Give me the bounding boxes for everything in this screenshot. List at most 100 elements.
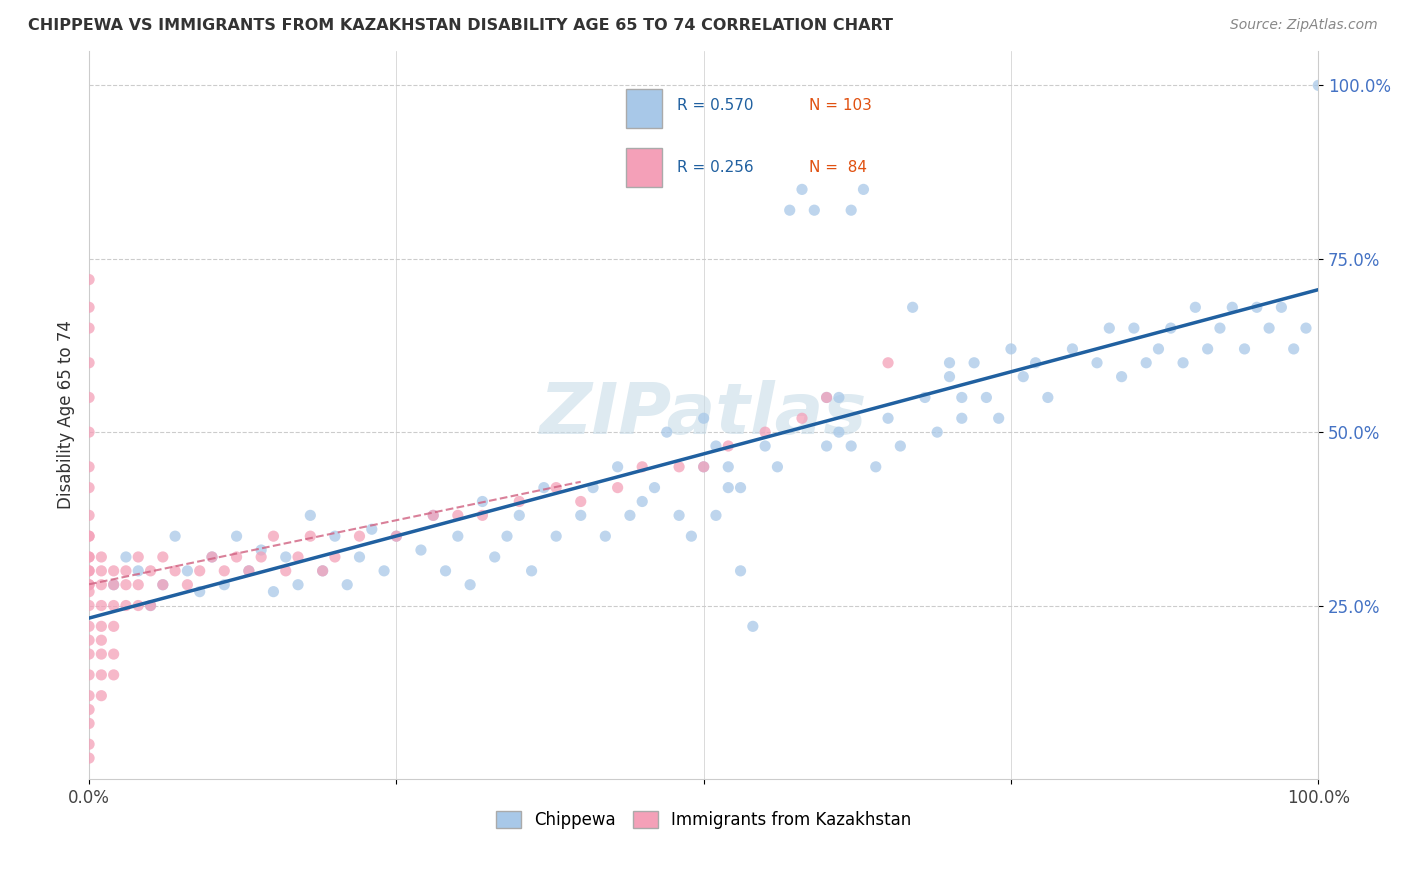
Point [434, 564, 457, 578]
Point [1098, 321, 1121, 335]
Point [533, 481, 555, 495]
Point [214, 564, 236, 578]
Point [115, 564, 138, 578]
Point [176, 564, 198, 578]
Point [103, 599, 125, 613]
Point [188, 584, 211, 599]
Point [496, 529, 519, 543]
Point [422, 508, 444, 523]
Point [730, 564, 752, 578]
Point [963, 356, 986, 370]
Point [77, 619, 100, 633]
Point [1209, 321, 1232, 335]
Point [274, 549, 297, 564]
Point [717, 459, 740, 474]
Point [336, 578, 359, 592]
Point [103, 668, 125, 682]
Point [730, 481, 752, 495]
Point [77, 549, 100, 564]
Point [77, 751, 100, 765]
Point [1085, 356, 1108, 370]
Point [422, 508, 444, 523]
Point [90, 578, 112, 592]
Point [139, 599, 162, 613]
Point [77, 529, 100, 543]
Point [262, 584, 284, 599]
Point [299, 529, 322, 543]
Point [631, 459, 654, 474]
Point [779, 203, 801, 218]
Point [165, 564, 187, 578]
Point [311, 564, 333, 578]
Point [803, 203, 825, 218]
Point [815, 391, 838, 405]
Point [790, 182, 813, 196]
Legend: Chippewa, Immigrants from Kazakhstan: Chippewa, Immigrants from Kazakhstan [489, 805, 918, 836]
Point [741, 619, 763, 633]
Point [1220, 301, 1243, 315]
Point [1270, 301, 1292, 315]
Point [889, 439, 911, 453]
Point [77, 549, 100, 564]
Point [127, 578, 149, 592]
Point [77, 321, 100, 335]
Point [323, 549, 346, 564]
Point [201, 549, 224, 564]
Point [938, 356, 960, 370]
Point [250, 543, 273, 558]
Point [349, 549, 371, 564]
Point [188, 564, 211, 578]
Point [950, 391, 973, 405]
Point [77, 529, 100, 543]
Point [606, 459, 628, 474]
Point [595, 529, 617, 543]
Point [225, 529, 247, 543]
Point [950, 411, 973, 425]
Point [520, 564, 543, 578]
Text: ZIPatlas: ZIPatlas [540, 380, 868, 450]
Point [139, 564, 162, 578]
Point [90, 549, 112, 564]
Point [90, 689, 112, 703]
Point [77, 578, 100, 592]
Point [1197, 342, 1219, 356]
Point [262, 529, 284, 543]
Point [1000, 342, 1022, 356]
Point [103, 619, 125, 633]
Point [323, 529, 346, 543]
Point [471, 508, 494, 523]
Point [631, 494, 654, 508]
Point [238, 564, 260, 578]
Point [349, 529, 371, 543]
Point [77, 564, 100, 578]
Point [754, 425, 776, 439]
Point [582, 481, 605, 495]
Point [1135, 356, 1157, 370]
Point [77, 425, 100, 439]
Point [976, 391, 998, 405]
Point [458, 578, 481, 592]
Point [668, 459, 690, 474]
Point [360, 522, 382, 536]
Point [103, 647, 125, 661]
Point [508, 508, 530, 523]
Point [692, 459, 714, 474]
Point [815, 391, 838, 405]
Point [668, 508, 690, 523]
Point [1147, 342, 1170, 356]
Point [644, 481, 666, 495]
Point [901, 301, 924, 315]
Text: CHIPPEWA VS IMMIGRANTS FROM KAZAKHSTAN DISABILITY AGE 65 TO 74 CORRELATION CHART: CHIPPEWA VS IMMIGRANTS FROM KAZAKHSTAN D… [28, 18, 893, 33]
Point [754, 439, 776, 453]
Point [287, 578, 309, 592]
Text: Source: ZipAtlas.com: Source: ZipAtlas.com [1230, 18, 1378, 32]
Point [815, 439, 838, 453]
Point [1036, 391, 1059, 405]
Point [865, 459, 887, 474]
Point [127, 599, 149, 613]
Point [77, 356, 100, 370]
Point [77, 689, 100, 703]
Point [619, 508, 641, 523]
Point [127, 549, 149, 564]
Point [77, 633, 100, 648]
